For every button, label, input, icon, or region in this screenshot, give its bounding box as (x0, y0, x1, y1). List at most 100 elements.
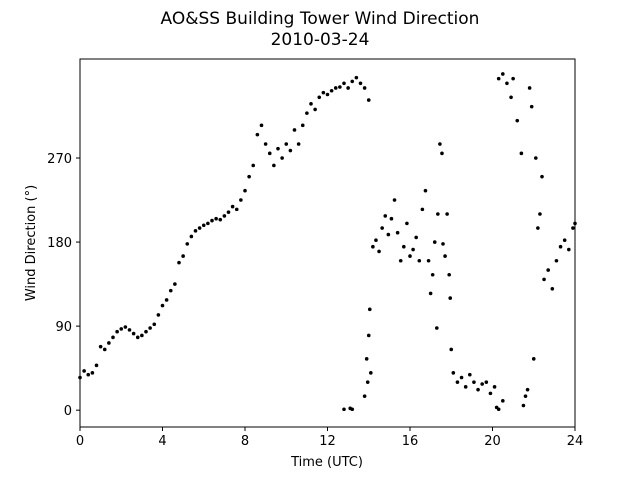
point (523, 394, 528, 398)
point (420, 207, 425, 212)
point (239, 198, 243, 202)
point (119, 327, 124, 331)
point (398, 258, 403, 263)
point (519, 151, 524, 156)
point (82, 369, 86, 373)
point (405, 221, 409, 226)
point (144, 329, 148, 334)
point (571, 226, 575, 230)
point (365, 380, 370, 384)
chart-subtitle: 2010-03-24 (271, 30, 370, 50)
point (94, 363, 99, 368)
point (140, 333, 144, 338)
point (567, 247, 571, 252)
point (386, 232, 391, 237)
point (247, 174, 251, 179)
point (276, 146, 280, 151)
point (160, 303, 165, 308)
point (214, 216, 218, 221)
point (210, 218, 214, 223)
point (135, 335, 140, 340)
point (350, 79, 355, 84)
point (197, 226, 202, 230)
point (573, 221, 577, 226)
y-tick-label: 180 (47, 236, 72, 251)
point (267, 151, 272, 156)
point (511, 76, 515, 81)
point (459, 375, 464, 380)
point (445, 212, 449, 216)
point (443, 254, 447, 258)
point (234, 207, 239, 212)
point (447, 272, 451, 277)
point (389, 216, 394, 221)
point (515, 118, 520, 123)
y-axis-label: Wind Direction (°) (24, 185, 39, 301)
point (371, 244, 375, 249)
point (436, 212, 440, 216)
point (428, 291, 433, 296)
point (156, 313, 161, 317)
point (448, 296, 453, 300)
point (164, 298, 169, 302)
point (255, 132, 260, 137)
point (226, 210, 231, 214)
point (492, 385, 497, 389)
x-tick-label: 12 (319, 434, 336, 449)
point (189, 234, 194, 239)
point (550, 286, 555, 291)
point (358, 81, 363, 86)
point (527, 86, 532, 90)
point (115, 329, 119, 334)
point (476, 387, 480, 392)
x-tick-label: 8 (241, 434, 249, 449)
point (338, 85, 342, 89)
point (472, 380, 476, 384)
point (185, 242, 190, 246)
point (173, 282, 177, 286)
x-tick-label: 0 (76, 434, 84, 449)
point (488, 391, 493, 396)
point (380, 226, 384, 230)
point (259, 123, 264, 128)
point (536, 226, 540, 230)
point (411, 247, 415, 252)
point (366, 333, 371, 338)
point (90, 371, 95, 375)
point (435, 326, 439, 330)
point (111, 335, 115, 340)
point (369, 371, 373, 375)
y-tick-label: 90 (55, 320, 72, 335)
point (455, 380, 460, 384)
point (168, 288, 173, 293)
point (449, 347, 454, 352)
y-tick-label: 270 (47, 152, 72, 167)
point (484, 380, 489, 384)
point (206, 221, 210, 226)
point (383, 214, 388, 218)
point (288, 148, 293, 153)
point (414, 235, 418, 240)
point (342, 407, 346, 412)
point (531, 357, 536, 361)
point (305, 111, 309, 115)
point (362, 86, 367, 90)
point (354, 75, 359, 80)
point (251, 163, 256, 168)
point (432, 240, 437, 244)
point (292, 128, 297, 132)
point (230, 204, 235, 209)
point (317, 95, 322, 100)
point (402, 244, 406, 249)
point (538, 212, 542, 216)
point (346, 86, 350, 90)
point (463, 385, 468, 389)
point (501, 399, 505, 403)
point (296, 142, 301, 146)
y-tick-label: 0 (64, 404, 72, 419)
point (438, 142, 442, 146)
point (218, 217, 223, 222)
point (300, 123, 305, 128)
point (78, 375, 82, 380)
point (177, 260, 181, 265)
